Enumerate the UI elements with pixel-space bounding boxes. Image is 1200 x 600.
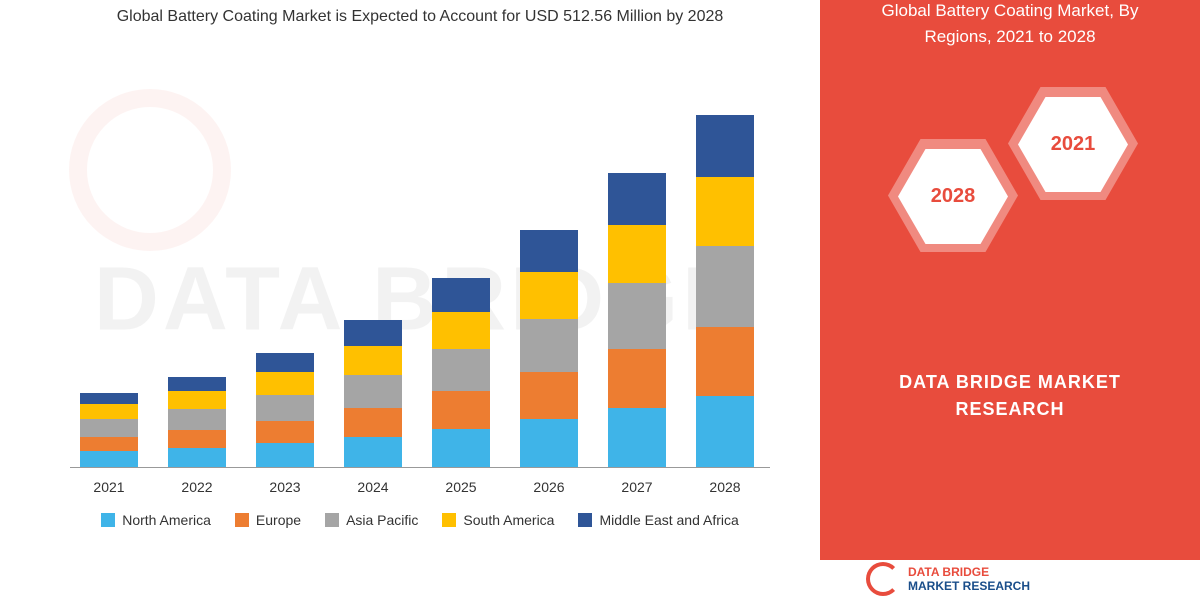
legend-swatch-icon bbox=[325, 513, 339, 527]
hex-year-start-label: 2021 bbox=[1051, 133, 1096, 156]
bar-segment bbox=[344, 346, 402, 375]
bar-group: 2022 bbox=[168, 377, 226, 467]
bar-segment bbox=[256, 372, 314, 395]
bar-segment bbox=[344, 408, 402, 437]
x-axis-label: 2022 bbox=[168, 479, 226, 495]
legend-label: Europe bbox=[256, 512, 301, 528]
x-axis-label: 2027 bbox=[608, 479, 666, 495]
bar-segment bbox=[608, 283, 666, 349]
bar-segment bbox=[344, 375, 402, 407]
brand-line2: RESEARCH bbox=[848, 396, 1172, 423]
bar-segment bbox=[256, 443, 314, 467]
bar-segment bbox=[696, 246, 754, 327]
chart-container: Global Battery Coating Market is Expecte… bbox=[40, 0, 800, 560]
bar-segment bbox=[344, 437, 402, 468]
bar-segment bbox=[696, 396, 754, 467]
bar-segment bbox=[80, 451, 138, 467]
bar-segment bbox=[168, 430, 226, 448]
legend-swatch-icon bbox=[442, 513, 456, 527]
right-panel: Global Battery Coating Market, By Region… bbox=[820, 0, 1200, 560]
chart-legend: North America Europe Asia Pacific South Ame… bbox=[40, 512, 800, 528]
logo-mark-icon bbox=[866, 562, 900, 596]
bar-segment bbox=[520, 419, 578, 467]
bar-segment bbox=[256, 421, 314, 444]
chart-title: Global Battery Coating Market is Expecte… bbox=[40, 0, 800, 48]
bar-segment bbox=[432, 391, 490, 428]
bar-segment bbox=[432, 429, 490, 468]
bar-segment bbox=[80, 404, 138, 419]
bar-segment bbox=[168, 391, 226, 409]
bar-segment bbox=[432, 349, 490, 391]
bar-group: 2023 bbox=[256, 353, 314, 468]
legend-swatch-icon bbox=[235, 513, 249, 527]
legend-label: South America bbox=[463, 512, 554, 528]
brand-text: DATA BRIDGE MARKET RESEARCH bbox=[848, 369, 1172, 423]
bar-group: 2025 bbox=[432, 278, 490, 467]
bar-segment bbox=[432, 278, 490, 312]
bar-segment bbox=[168, 448, 226, 467]
bar-group: 2027 bbox=[608, 173, 666, 467]
bar-segment bbox=[520, 230, 578, 272]
bar-segment bbox=[696, 115, 754, 176]
hex-badge-group: 2028 2021 bbox=[848, 99, 1172, 299]
bar-segment bbox=[608, 349, 666, 407]
legend-label: Asia Pacific bbox=[346, 512, 418, 528]
x-axis-label: 2024 bbox=[344, 479, 402, 495]
legend-swatch-icon bbox=[101, 513, 115, 527]
logo-line1: DATA BRIDGE bbox=[908, 565, 1030, 579]
bar-segment bbox=[256, 353, 314, 372]
legend-item: Asia Pacific bbox=[325, 512, 418, 528]
stacked-bar-plot: 2021 2022 2023 2024 2025 2026 2027 2028 bbox=[70, 48, 770, 468]
bar-group: 2028 bbox=[696, 115, 754, 467]
legend-item: South America bbox=[442, 512, 554, 528]
bar-group: 2026 bbox=[520, 230, 578, 467]
legend-label: North America bbox=[122, 512, 211, 528]
bar-segment bbox=[256, 395, 314, 421]
bar-segment bbox=[696, 177, 754, 246]
x-axis-label: 2021 bbox=[80, 479, 138, 495]
logo-line2: MARKET RESEARCH bbox=[908, 579, 1030, 593]
bar-segment bbox=[520, 372, 578, 419]
x-axis-label: 2028 bbox=[696, 479, 754, 495]
legend-item: Europe bbox=[235, 512, 301, 528]
bar-segment bbox=[520, 319, 578, 372]
bar-group: 2024 bbox=[344, 320, 402, 467]
bar-segment bbox=[608, 173, 666, 225]
bar-segment bbox=[80, 419, 138, 437]
bar-segment bbox=[80, 437, 138, 452]
bar-segment bbox=[432, 312, 490, 349]
legend-item: Middle East and Africa bbox=[578, 512, 738, 528]
legend-label: Middle East and Africa bbox=[599, 512, 738, 528]
right-panel-title: Global Battery Coating Market, By Region… bbox=[848, 0, 1172, 49]
x-axis-label: 2026 bbox=[520, 479, 578, 495]
bar-segment bbox=[344, 320, 402, 346]
bottom-logo: DATA BRIDGE MARKET RESEARCH bbox=[866, 562, 1030, 596]
legend-item: North America bbox=[101, 512, 211, 528]
x-axis-label: 2025 bbox=[432, 479, 490, 495]
bar-segment bbox=[696, 327, 754, 396]
bar-segment bbox=[520, 272, 578, 319]
logo-text: DATA BRIDGE MARKET RESEARCH bbox=[908, 565, 1030, 594]
hex-year-end-label: 2028 bbox=[931, 185, 976, 208]
legend-swatch-icon bbox=[578, 513, 592, 527]
brand-line1: DATA BRIDGE MARKET bbox=[848, 369, 1172, 396]
bar-segment bbox=[80, 393, 138, 404]
bar-segment bbox=[608, 408, 666, 468]
bar-group: 2021 bbox=[80, 393, 138, 467]
bar-segment bbox=[168, 409, 226, 430]
x-axis-label: 2023 bbox=[256, 479, 314, 495]
bar-segment bbox=[168, 377, 226, 392]
bar-segment bbox=[608, 225, 666, 283]
